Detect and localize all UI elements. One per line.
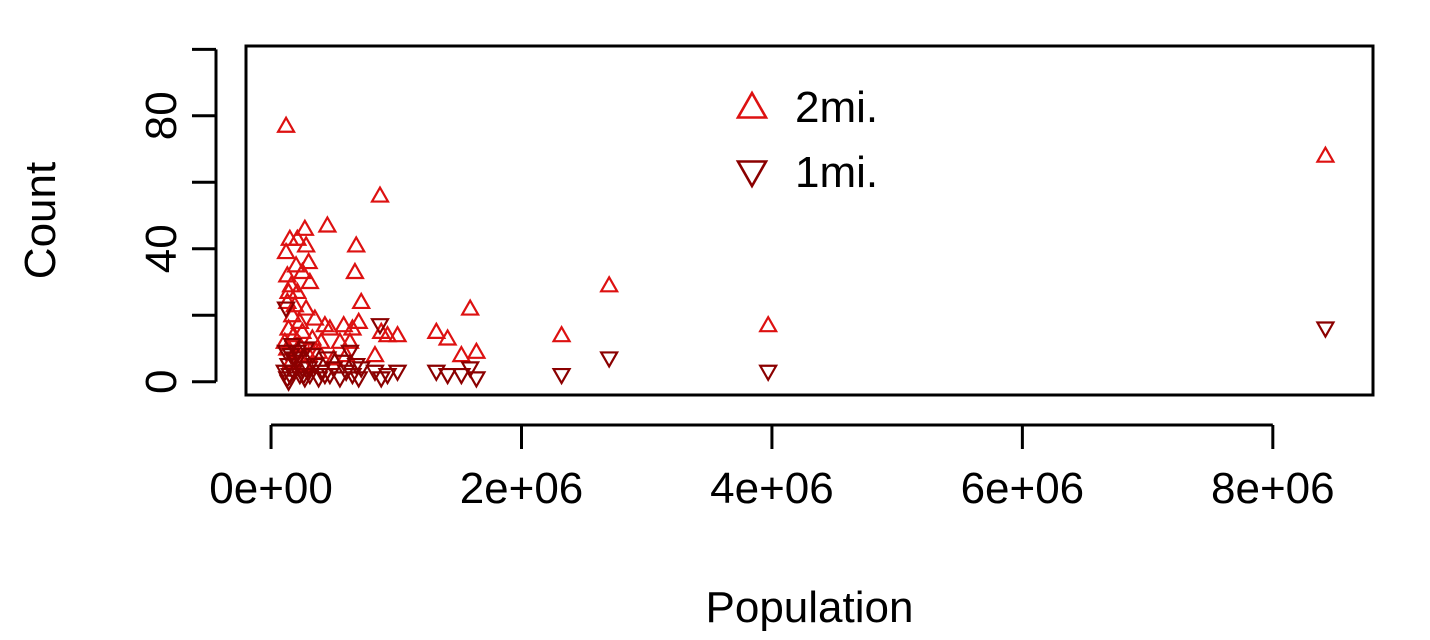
point-1mi (758, 364, 779, 382)
point-1mi (437, 367, 458, 386)
x-tick-label: 4e+06 (710, 464, 834, 513)
point-2mi (294, 218, 315, 236)
point-2mi (296, 298, 317, 316)
point-2mi (330, 331, 350, 349)
point-1mi (460, 361, 481, 379)
point-1mi (340, 344, 360, 363)
point-1mi (377, 367, 398, 386)
point-2mi (289, 334, 310, 353)
legend: 2mi. 1mi. (735, 83, 878, 197)
point-2mi (287, 228, 308, 246)
point-1mi (371, 371, 392, 389)
x-axis-title: Population (706, 583, 914, 632)
point-1mi (308, 371, 329, 389)
point-2mi (317, 215, 338, 233)
point-2mi (298, 251, 319, 270)
point-1mi (293, 367, 314, 386)
legend-label: 2mi. (795, 83, 878, 132)
point-2mi (292, 261, 313, 280)
y-tick-label: 0 (137, 369, 186, 393)
point-2mi (599, 275, 620, 293)
legend-marker (735, 160, 769, 189)
point-2mi (299, 271, 320, 290)
point-1mi (284, 351, 305, 369)
point-2mi (466, 341, 487, 359)
point-2mi (276, 115, 296, 133)
point-2mi (370, 185, 390, 203)
point-2mi (281, 275, 301, 293)
point-1mi (426, 364, 447, 382)
point-2mi (340, 331, 360, 349)
point-2mi (333, 314, 354, 333)
point-2mi (277, 265, 298, 283)
point-1mi (348, 371, 369, 389)
legend-label: 1mi. (795, 148, 878, 197)
point-2mi (346, 235, 367, 253)
point-2mi (336, 344, 357, 363)
point-2mi (283, 324, 304, 343)
point-1mi (330, 371, 350, 389)
point-1mi (1315, 321, 1336, 339)
point-2mi (426, 321, 447, 339)
point-2mi (351, 291, 372, 310)
point-2mi (304, 308, 325, 326)
point-1mi (387, 364, 408, 382)
point-2mi (1315, 145, 1336, 163)
point-2mi (387, 324, 408, 343)
point-2mi (296, 235, 317, 253)
point-1mi (370, 318, 390, 336)
point-2mi (320, 318, 340, 336)
x-tick-label: 6e+06 (961, 464, 1085, 513)
y-axis: 0 40 80 (137, 47, 218, 394)
point-2mi (287, 281, 308, 300)
x-tick-label: 8e+06 (1211, 464, 1335, 513)
plot-frame (244, 44, 1375, 397)
point-2mi (451, 344, 472, 363)
point-2mi (460, 298, 481, 316)
point-1mi (276, 301, 296, 319)
y-tick-label: 40 (137, 224, 186, 273)
point-2mi (276, 241, 296, 260)
legend-marker (735, 90, 769, 119)
point-1mi (466, 371, 487, 389)
point-2mi (551, 324, 572, 343)
y-axis-title: Count (16, 162, 65, 279)
point-1mi (320, 367, 340, 386)
point-1mi (274, 364, 295, 382)
point-2mi (345, 261, 365, 280)
y-tick-label: 80 (137, 91, 186, 140)
x-axis: 0e+00 2e+06 4e+06 6e+06 8e+06 (209, 423, 1335, 513)
point-2mi (758, 314, 779, 333)
point-1mi (282, 338, 303, 356)
point-2mi (365, 344, 385, 363)
point-1mi (278, 374, 299, 392)
point-2mi (277, 291, 298, 310)
x-tick-label: 2e+06 (460, 464, 584, 513)
point-2mi (348, 311, 369, 329)
point-1mi (451, 367, 472, 386)
point-1mi (333, 354, 354, 372)
point-1mi (551, 367, 572, 386)
x-tick-label: 0e+00 (209, 464, 333, 513)
point-1mi (599, 351, 620, 369)
point-1mi (302, 348, 323, 366)
point-1mi (365, 364, 385, 382)
point-2mi (308, 341, 329, 359)
data-points (274, 115, 1336, 392)
point-2mi (377, 324, 398, 343)
point-2mi (286, 255, 306, 273)
point-2mi (274, 331, 295, 349)
point-2mi (437, 328, 458, 346)
point-2mi (292, 321, 313, 339)
